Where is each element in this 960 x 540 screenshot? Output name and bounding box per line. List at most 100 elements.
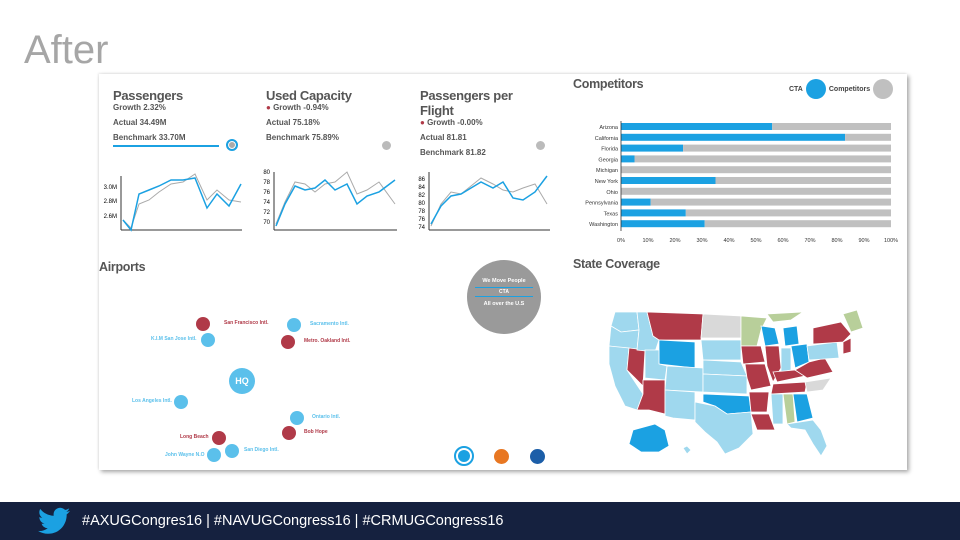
bar-cta[interactable] [621, 123, 773, 130]
bar-competitors[interactable] [650, 198, 891, 206]
footer-bar: #AXUGCongres16 | #NAVUGCongress16 | #CRM… [0, 502, 960, 540]
state-colorado [664, 365, 704, 393]
y-tick: 74 [263, 200, 270, 206]
airport-marker[interactable] [287, 318, 301, 332]
bar-competitors[interactable] [683, 144, 891, 152]
bar-competitors[interactable] [685, 209, 891, 217]
bar-cta[interactable] [621, 198, 651, 206]
bar-competitors[interactable] [715, 177, 892, 184]
kpi-toggle[interactable] [536, 141, 545, 150]
state-wisconsin [760, 325, 780, 347]
airport-marker[interactable] [282, 426, 296, 440]
airport-marker[interactable] [212, 431, 226, 445]
state-north-dakota [700, 313, 742, 339]
airport-marker[interactable] [174, 395, 188, 409]
airport-label: Sacramento Intl. [310, 321, 349, 327]
kpi-title: Used Capacity [266, 88, 352, 103]
y-tick: 80 [263, 170, 270, 176]
airport-label: San Diego Intl. [244, 447, 279, 453]
bar-competitors[interactable] [772, 123, 891, 130]
y-tick: 70 [263, 220, 270, 226]
bar-competitors[interactable] [621, 187, 891, 195]
x-tick-label: 100% [884, 238, 898, 244]
y-tick: 2.8M [104, 199, 117, 205]
state-new-england [842, 309, 864, 333]
bar-cta[interactable] [621, 155, 635, 163]
bar-competitors[interactable] [634, 155, 892, 163]
airport-label: Bob Hope [304, 429, 328, 435]
kpi-growth: ● Growth -0.94% [266, 103, 329, 112]
x-tick-label: 50% [750, 238, 761, 244]
bar-competitors[interactable] [704, 220, 891, 228]
competitors-title: Competitors [573, 77, 644, 91]
bar-competitors[interactable] [845, 133, 891, 141]
y-tick: 2.6M [104, 214, 117, 220]
x-tick-label: 60% [777, 238, 788, 244]
bar-competitors[interactable] [621, 166, 891, 174]
airport-label: K.I.M San Jose Intl. [151, 336, 197, 342]
category-label: Georgia [598, 157, 619, 163]
state-michigan-up [766, 311, 805, 323]
airport-label: Metro. Oakland Intl. [304, 338, 351, 344]
state-new-york [812, 321, 852, 345]
state-minnesota [740, 315, 768, 347]
airport-marker[interactable] [281, 335, 295, 349]
y-tick: 76 [418, 217, 425, 223]
legend-competitors-label: Competitors [828, 85, 871, 93]
state-coverage-title: State Coverage [573, 257, 660, 271]
kpi-title: Passengers [113, 88, 183, 103]
airport-label: Ontario Intl. [312, 414, 341, 420]
kpi-passengers[interactable]: Passengers Growth 2.32% Actual 34.49M Be… [113, 88, 221, 147]
sparkline-passengers-per-flight: 86 84 82 80 78 76 74 [418, 172, 550, 231]
twitter-icon[interactable] [38, 507, 70, 535]
legend-cta-swatch[interactable] [805, 79, 826, 99]
x-tick-label: 20% [669, 238, 680, 244]
view-selector-navy[interactable] [530, 449, 545, 464]
bar-cta[interactable] [621, 209, 686, 217]
kpi-passengers-per-flight[interactable]: Passengers per Flight ● Growth -0.00% Ac… [420, 88, 540, 158]
kpi-sparklines: 3.0M 2.8M 2.6M 80 78 76 74 72 70 86 84 8… [104, 170, 550, 232]
legend-competitors-swatch[interactable] [873, 79, 894, 99]
bar-cta[interactable] [621, 133, 846, 141]
state-wyoming [658, 339, 696, 369]
slide-title: After [24, 28, 109, 72]
hq-marker[interactable]: HQ [229, 368, 255, 394]
airport-marker[interactable] [207, 448, 221, 462]
state-louisiana [750, 413, 776, 431]
competitors-legend: CTA Competitors [789, 79, 896, 99]
view-selector-orange[interactable] [494, 449, 509, 464]
kpi-title: Passengers per Flight [420, 88, 513, 118]
kpi-toggle[interactable] [382, 141, 391, 150]
kpi-used-capacity[interactable]: Used Capacity ● Growth -0.94% Actual 75.… [266, 88, 376, 143]
bar-cta[interactable] [621, 144, 684, 152]
state-georgia [792, 393, 814, 423]
y-tick: 86 [418, 177, 425, 183]
kpi-toggle[interactable] [226, 139, 238, 151]
airport-marker[interactable] [225, 444, 239, 458]
x-tick-label: 0% [617, 238, 625, 244]
state-alaska [628, 423, 670, 453]
state-carolinas [804, 377, 832, 393]
airport-marker[interactable] [290, 411, 304, 425]
airport-marker[interactable] [196, 317, 210, 331]
x-tick-label: 30% [696, 238, 707, 244]
state-arkansas [748, 391, 770, 413]
y-tick: 76 [263, 190, 270, 196]
badge-line2: All over the U.S [483, 301, 525, 307]
kpi-benchmark: Benchmark 33.70M [113, 133, 219, 147]
x-tick-label: 90% [858, 238, 869, 244]
view-selector-blue[interactable] [454, 446, 474, 466]
x-tick-label: 40% [723, 238, 734, 244]
bar-cta[interactable] [621, 177, 716, 184]
state-texas [694, 401, 754, 455]
airport-label: Long Beach [180, 434, 209, 440]
category-label: Arizona [599, 125, 619, 131]
y-tick: 78 [418, 209, 425, 215]
airport-marker[interactable] [201, 333, 215, 347]
dashboard-panel: Passengers Growth 2.32% Actual 34.49M Be… [99, 74, 907, 470]
category-label: Pennsylvania [585, 201, 619, 207]
kpi-benchmark: Benchmark 81.82 [420, 148, 486, 157]
y-tick: 78 [263, 180, 270, 186]
state-virginia [794, 357, 834, 379]
bar-cta[interactable] [621, 220, 705, 228]
